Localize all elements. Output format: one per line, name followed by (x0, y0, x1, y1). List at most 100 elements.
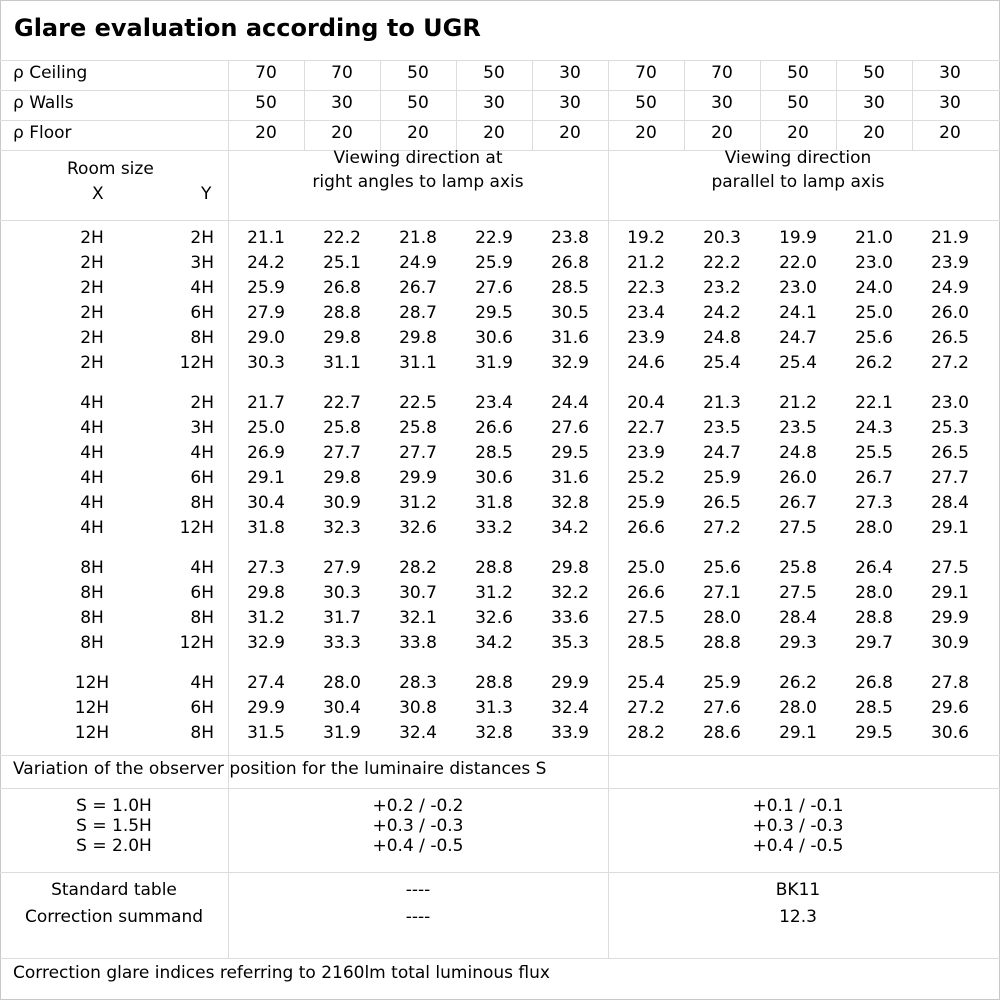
ugr-value: 30.6 (475, 468, 513, 488)
room-y: 2H (190, 393, 214, 413)
reflectance-value: 30 (483, 93, 505, 113)
reflectance-value: 30 (863, 93, 885, 113)
ugr-value: 31.6 (551, 328, 589, 348)
ugr-value: 30.6 (475, 328, 513, 348)
ugr-value: 26.6 (627, 518, 665, 538)
ugr-value: 34.2 (551, 518, 589, 538)
ugr-value: 34.2 (475, 633, 513, 653)
ugr-value: 21.3 (703, 393, 741, 413)
ugr-value: 26.7 (399, 278, 437, 298)
room-x: 8H (80, 608, 104, 628)
footer-note: Correction glare indices referring to 21… (13, 963, 550, 983)
grid-line-h (0, 150, 1000, 151)
ugr-value: 26.2 (779, 673, 817, 693)
standard-table-right: ---- (405, 880, 431, 900)
ugr-value: 26.5 (931, 443, 969, 463)
ugr-value: 23.9 (627, 443, 665, 463)
ugr-value: 28.0 (323, 673, 361, 693)
ugr-value: 20.4 (627, 393, 665, 413)
variation-parallel: +0.3 / -0.3 (752, 816, 844, 836)
room-y: 4H (190, 673, 214, 693)
ugr-value: 27.6 (703, 698, 741, 718)
ugr-value: 23.5 (703, 418, 741, 438)
ugr-value: 24.2 (247, 253, 285, 273)
ugr-value: 24.8 (703, 328, 741, 348)
ugr-value: 25.9 (703, 468, 741, 488)
ugr-value: 21.2 (779, 393, 817, 413)
reflectance-value: 20 (711, 123, 733, 143)
reflectance-value: 50 (635, 93, 657, 113)
ugr-value: 26.5 (931, 328, 969, 348)
variation-parallel: +0.1 / -0.1 (752, 796, 844, 816)
grid-line-v (836, 60, 837, 150)
ugr-value: 29.8 (247, 583, 285, 603)
reflectance-value: 20 (635, 123, 657, 143)
room-x: 2H (80, 353, 104, 373)
room-x: 12H (74, 723, 110, 743)
room-x: 2H (80, 328, 104, 348)
reflectance-value: 30 (711, 93, 733, 113)
grid-line-v (608, 150, 609, 958)
variation-s: S = 1.5H (76, 816, 152, 836)
ugr-value: 29.1 (247, 468, 285, 488)
ugr-value: 28.0 (855, 518, 893, 538)
ugr-value: 30.8 (399, 698, 437, 718)
reflectance-value: 70 (635, 63, 657, 83)
ugr-value: 27.1 (703, 583, 741, 603)
reflectance-value: 70 (255, 63, 277, 83)
room-y: 8H (190, 608, 214, 628)
ugr-value: 24.9 (399, 253, 437, 273)
reflectance-value: 20 (483, 123, 505, 143)
room-y: 6H (190, 303, 214, 323)
variation-right: +0.4 / -0.5 (372, 836, 464, 856)
ugr-value: 23.9 (931, 253, 969, 273)
grid-line-h (0, 220, 1000, 221)
ugr-value: 22.5 (399, 393, 437, 413)
correction-summand-parallel: 12.3 (779, 907, 817, 927)
room-y: 8H (190, 723, 214, 743)
ugr-value: 32.1 (399, 608, 437, 628)
room-x: 8H (80, 583, 104, 603)
reflectance-value: 50 (407, 63, 429, 83)
ugr-value: 20.3 (703, 228, 741, 248)
ugr-value: 29.1 (931, 583, 969, 603)
ugr-value: 25.4 (627, 673, 665, 693)
reflectance-value: 20 (939, 123, 961, 143)
grid-line-v (760, 60, 761, 150)
room-x: 4H (80, 493, 104, 513)
ugr-value: 30.9 (931, 633, 969, 653)
grid-line-h (0, 872, 1000, 873)
ugr-value: 28.8 (475, 558, 513, 578)
ugr-value: 29.5 (551, 443, 589, 463)
ugr-value: 26.0 (931, 303, 969, 323)
ugr-value: 29.7 (855, 633, 893, 653)
room-x: 8H (80, 558, 104, 578)
ugr-value: 29.6 (931, 698, 969, 718)
room-y: 4H (190, 278, 214, 298)
ugr-value: 30.4 (323, 698, 361, 718)
grid-line-h (0, 60, 1000, 61)
room-y: 12H (179, 353, 214, 373)
ugr-value: 31.2 (475, 583, 513, 603)
ugr-value: 25.0 (855, 303, 893, 323)
ugr-value: 30.3 (247, 353, 285, 373)
ugr-value: 32.3 (323, 518, 361, 538)
ugr-value: 32.9 (247, 633, 285, 653)
ugr-value: 28.5 (475, 443, 513, 463)
ugr-value: 25.0 (627, 558, 665, 578)
ugr-value: 22.2 (703, 253, 741, 273)
ugr-value: 29.9 (931, 608, 969, 628)
ugr-value: 26.5 (703, 493, 741, 513)
ugr-value: 28.2 (627, 723, 665, 743)
ugr-value: 24.4 (551, 393, 589, 413)
room-x: 4H (80, 418, 104, 438)
grid-line-v (532, 60, 533, 150)
reflectance-value: 30 (559, 93, 581, 113)
ugr-value: 26.8 (855, 673, 893, 693)
room-y: 3H (190, 418, 214, 438)
reflectance-value: 20 (407, 123, 429, 143)
ugr-value: 25.9 (627, 493, 665, 513)
ugr-value: 21.8 (399, 228, 437, 248)
room-x: 2H (80, 303, 104, 323)
ugr-value: 21.2 (627, 253, 665, 273)
